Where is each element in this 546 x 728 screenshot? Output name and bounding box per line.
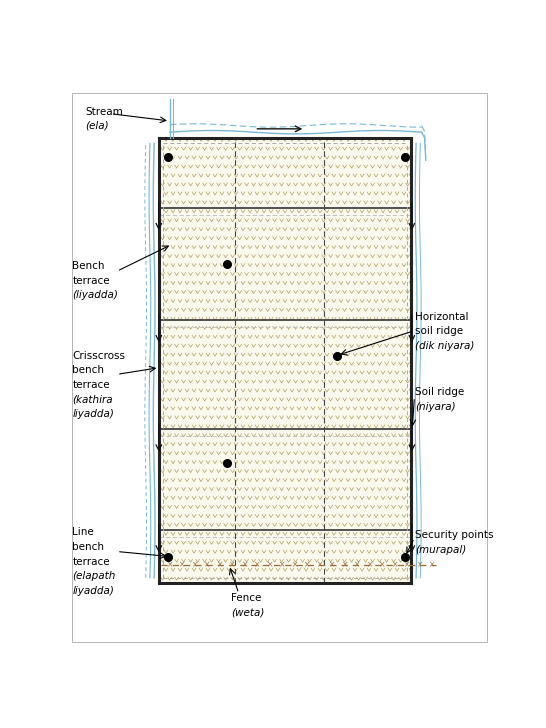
Text: liyadda): liyadda): [73, 409, 114, 419]
Text: (ela): (ela): [85, 121, 109, 131]
Text: ×: ×: [279, 561, 286, 569]
Text: ×: ×: [292, 561, 298, 569]
Text: soil ridge: soil ridge: [415, 326, 464, 336]
Text: ×: ×: [179, 561, 186, 569]
Text: terrace: terrace: [73, 556, 110, 566]
Text: ×: ×: [229, 561, 235, 569]
Text: Soil ridge: Soil ridge: [415, 387, 465, 397]
Text: (dik niyara): (dik niyara): [415, 341, 474, 351]
Text: ×: ×: [192, 561, 198, 569]
Text: Crisscross: Crisscross: [73, 351, 126, 361]
Text: ×: ×: [304, 561, 311, 569]
Text: (weta): (weta): [231, 608, 265, 617]
Text: terrace: terrace: [73, 380, 110, 390]
Text: ×: ×: [417, 561, 423, 569]
Text: (murapal): (murapal): [415, 545, 466, 555]
Text: ×: ×: [429, 561, 435, 569]
Text: ×: ×: [317, 561, 323, 569]
Text: terrace: terrace: [73, 276, 110, 285]
Text: ×: ×: [254, 561, 260, 569]
Text: (kathira: (kathira: [73, 395, 113, 405]
Text: bench: bench: [73, 365, 104, 376]
Text: ×: ×: [379, 561, 385, 569]
Text: (niyara): (niyara): [415, 402, 456, 412]
Text: ×: ×: [391, 561, 398, 569]
Text: ×: ×: [167, 561, 173, 569]
Text: ×: ×: [266, 561, 273, 569]
Text: Security points: Security points: [415, 530, 494, 540]
Text: liyadda): liyadda): [73, 586, 114, 596]
Text: ×: ×: [404, 561, 411, 569]
Text: Stream: Stream: [85, 107, 123, 117]
Text: bench: bench: [73, 542, 104, 552]
Text: (liyadda): (liyadda): [73, 290, 118, 300]
Bar: [159, 138, 411, 583]
Text: Line: Line: [73, 527, 94, 537]
Text: Horizontal: Horizontal: [415, 312, 468, 322]
Text: ×: ×: [354, 561, 360, 569]
Text: Bench: Bench: [73, 261, 105, 271]
Text: ×: ×: [241, 561, 248, 569]
Text: Fence: Fence: [231, 593, 262, 603]
Text: ×: ×: [204, 561, 210, 569]
Text: ×: ×: [341, 561, 348, 569]
Text: ×: ×: [217, 561, 223, 569]
Text: ×: ×: [366, 561, 373, 569]
Text: (elapath: (elapath: [73, 571, 116, 581]
Text: ×: ×: [329, 561, 335, 569]
